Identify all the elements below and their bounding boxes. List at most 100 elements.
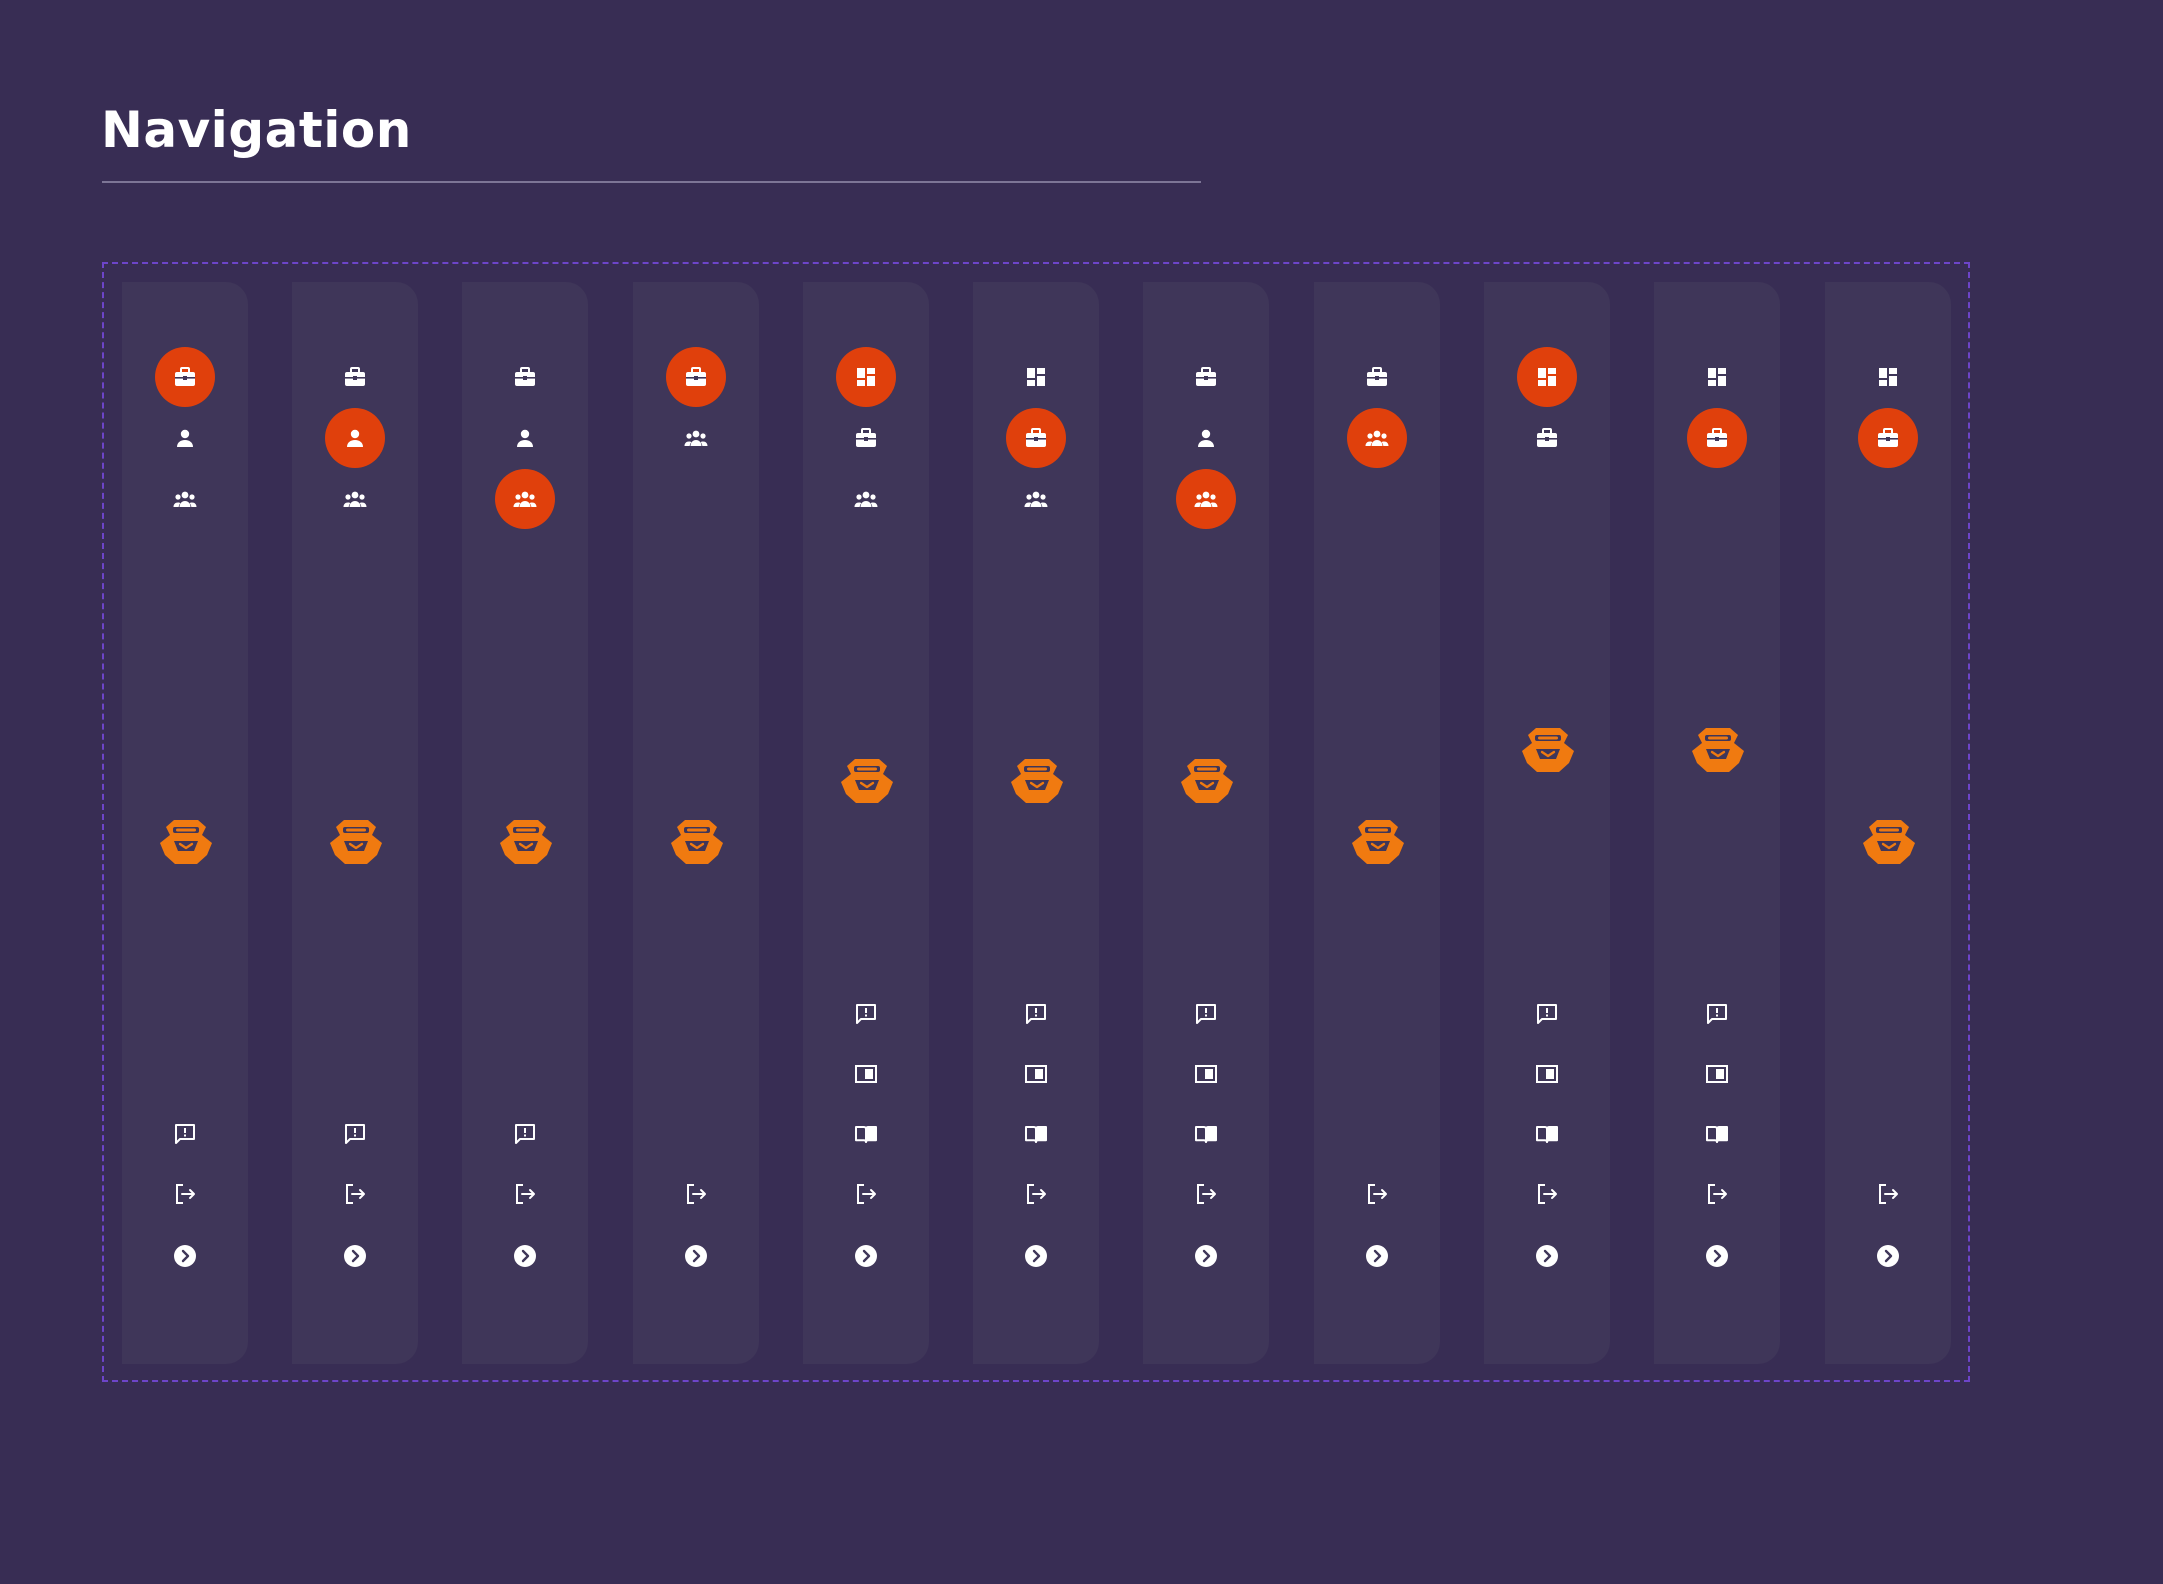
nav-item-feedback[interactable] — [1654, 984, 1780, 1044]
nav-item-group[interactable] — [462, 469, 588, 529]
nav-item-panel[interactable] — [1654, 1044, 1780, 1104]
nav-item-person[interactable] — [1143, 408, 1269, 468]
expand-button[interactable] — [803, 1226, 929, 1286]
nav-item-briefcase[interactable] — [1484, 408, 1610, 468]
nav-item-briefcase[interactable] — [973, 408, 1099, 468]
logout-icon — [1368, 1184, 1387, 1204]
brand-logo[interactable] — [1521, 726, 1575, 774]
nav-item-dashboard[interactable] — [1825, 347, 1951, 407]
briefcase-icon — [515, 367, 535, 386]
feedback-icon — [175, 1124, 195, 1144]
nav-item-person[interactable] — [122, 408, 248, 468]
nav-item-logout[interactable] — [973, 1164, 1099, 1224]
expand-button[interactable] — [1484, 1226, 1610, 1286]
nav-item-group[interactable] — [633, 408, 759, 468]
active-indicator — [666, 347, 726, 407]
brand-logo[interactable] — [1180, 757, 1234, 805]
nav-item-logout[interactable] — [1825, 1164, 1951, 1224]
nav-item-feedback[interactable] — [973, 984, 1099, 1044]
nav-item-feedback[interactable] — [1484, 984, 1610, 1044]
nav-item-group[interactable] — [122, 469, 248, 529]
expand-button[interactable] — [1654, 1226, 1780, 1286]
briefcase-icon — [1537, 428, 1557, 447]
nav-item-logout[interactable] — [1484, 1164, 1610, 1224]
brand-logo[interactable] — [670, 818, 724, 866]
nav-item-logout[interactable] — [1314, 1164, 1440, 1224]
brand-logo[interactable] — [159, 818, 213, 866]
nav-item-briefcase[interactable] — [1314, 347, 1440, 407]
brand-logo[interactable] — [1351, 818, 1405, 866]
expand-button[interactable] — [462, 1226, 588, 1286]
feedback-icon — [1196, 1004, 1216, 1024]
nav-item-briefcase[interactable] — [122, 347, 248, 407]
brand-logo[interactable] — [1691, 726, 1745, 774]
nav-item-briefcase[interactable] — [1825, 408, 1951, 468]
nav-item-book[interactable] — [1654, 1104, 1780, 1164]
nav-item-logout[interactable] — [633, 1164, 759, 1224]
brand-logo[interactable] — [1862, 818, 1916, 866]
person-icon — [517, 429, 533, 447]
nav-item-feedback[interactable] — [462, 1104, 588, 1164]
nav-item-panel[interactable] — [973, 1044, 1099, 1104]
nav-item-person[interactable] — [462, 408, 588, 468]
nav-item-logout[interactable] — [1654, 1164, 1780, 1224]
nav-item-bubble — [1347, 347, 1407, 407]
nav-item-logout[interactable] — [1143, 1164, 1269, 1224]
logout-icon — [516, 1184, 535, 1204]
nav-item-person[interactable] — [292, 408, 418, 468]
nav-item-bubble — [325, 469, 385, 529]
navigation-rail — [462, 282, 588, 1364]
nav-item-feedback[interactable] — [292, 1104, 418, 1164]
nav-item-feedback[interactable] — [1143, 984, 1269, 1044]
nav-item-group[interactable] — [292, 469, 418, 529]
nav-item-briefcase[interactable] — [1143, 347, 1269, 407]
nav-item-group[interactable] — [1143, 469, 1269, 529]
nav-item-briefcase[interactable] — [1654, 408, 1780, 468]
feedback-icon — [515, 1124, 535, 1144]
briefcase-icon — [1196, 367, 1216, 386]
nav-item-feedback[interactable] — [803, 984, 929, 1044]
nav-item-book[interactable] — [1484, 1104, 1610, 1164]
nav-item-briefcase[interactable] — [462, 347, 588, 407]
nav-item-dashboard[interactable] — [1654, 347, 1780, 407]
nav-item-panel[interactable] — [1484, 1044, 1610, 1104]
nav-item-briefcase[interactable] — [803, 408, 929, 468]
nav-item-book[interactable] — [1143, 1104, 1269, 1164]
nav-item-feedback[interactable] — [122, 1104, 248, 1164]
nav-item-book[interactable] — [973, 1104, 1099, 1164]
nav-item-logout[interactable] — [122, 1164, 248, 1224]
nav-item-dashboard[interactable] — [973, 347, 1099, 407]
nav-item-panel[interactable] — [1143, 1044, 1269, 1104]
active-indicator — [836, 347, 896, 407]
brand-logo[interactable] — [499, 818, 553, 866]
feedback-icon — [1026, 1004, 1046, 1024]
briefcase-icon — [1707, 428, 1727, 447]
nav-item-dashboard[interactable] — [1484, 347, 1610, 407]
nav-item-dashboard[interactable] — [803, 347, 929, 407]
nav-item-group[interactable] — [973, 469, 1099, 529]
expand-button[interactable] — [1143, 1226, 1269, 1286]
expand-button[interactable] — [122, 1226, 248, 1286]
expand-button[interactable] — [292, 1226, 418, 1286]
panel-icon — [1195, 1065, 1217, 1083]
nav-item-logout[interactable] — [803, 1164, 929, 1224]
nav-item-group[interactable] — [1314, 408, 1440, 468]
nav-item-logout[interactable] — [292, 1164, 418, 1224]
expand-button[interactable] — [1825, 1226, 1951, 1286]
nav-item-briefcase[interactable] — [292, 347, 418, 407]
navigation-rail — [1143, 282, 1269, 1364]
nav-item-group[interactable] — [803, 469, 929, 529]
brand-logo[interactable] — [1010, 757, 1064, 805]
brand-logo[interactable] — [840, 757, 894, 805]
expand-button[interactable] — [973, 1226, 1099, 1286]
expand-button[interactable] — [633, 1226, 759, 1286]
chevron-right-circle-icon — [685, 1245, 707, 1267]
chevron-right-circle-icon — [174, 1245, 196, 1267]
nav-item-panel[interactable] — [803, 1044, 929, 1104]
brand-logo[interactable] — [329, 818, 383, 866]
nav-item-book[interactable] — [803, 1104, 929, 1164]
nav-item-briefcase[interactable] — [633, 347, 759, 407]
nav-item-logout[interactable] — [462, 1164, 588, 1224]
active-indicator — [1858, 408, 1918, 468]
expand-button[interactable] — [1314, 1226, 1440, 1286]
